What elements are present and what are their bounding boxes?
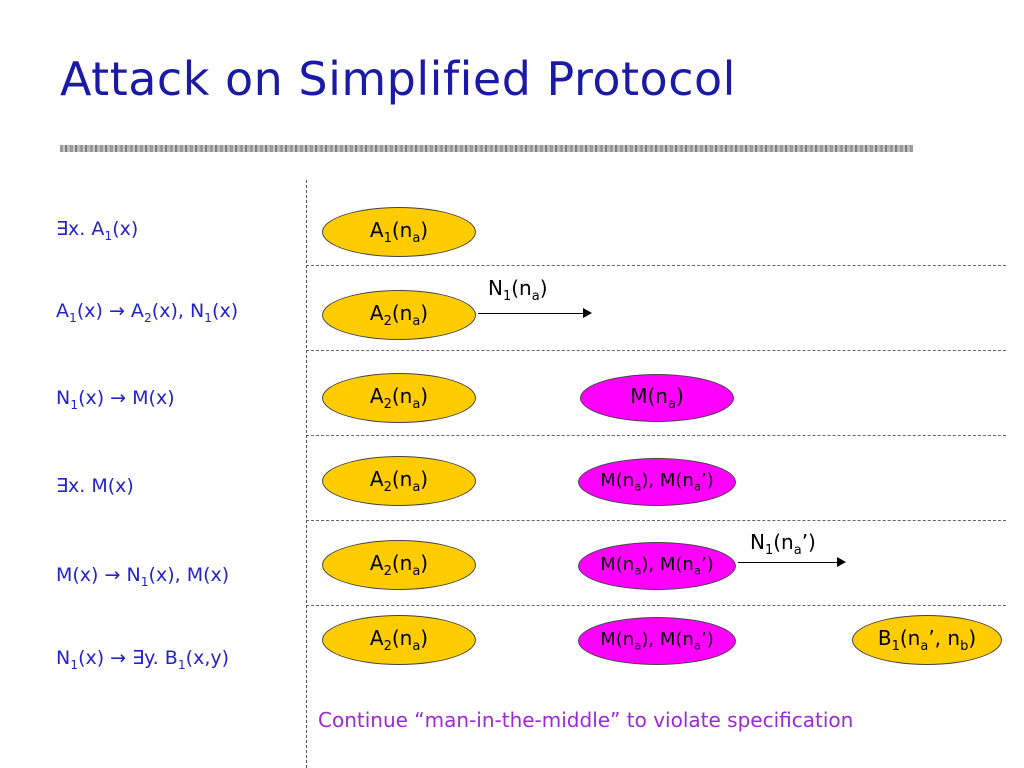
label-text: N1(x) → M(x)	[56, 387, 175, 412]
label-text: M(na), M(na’)	[600, 554, 714, 578]
label-text: A2(na)	[369, 384, 429, 412]
intruder-node: M(na)	[580, 374, 734, 422]
column-divider	[306, 180, 307, 768]
label-text: A2(na)	[369, 301, 429, 329]
row-divider	[306, 605, 1006, 606]
principal-node-a1: A1(na)	[322, 207, 476, 257]
label-text: ∃x. A1(x)	[56, 218, 139, 243]
message-arrow	[738, 557, 846, 567]
slide-title: Attack on Simplified Protocol	[60, 52, 736, 106]
label-text: A1(na)	[369, 218, 429, 246]
label-text: N1(x) → ∃y. B1(x,y)	[56, 647, 230, 672]
intruder-node: M(na), M(na’)	[578, 458, 736, 506]
label-text: M(x) → N1(x), M(x)	[56, 564, 230, 589]
message-arrow	[478, 308, 592, 318]
principal-node-a2: A2(na)	[322, 373, 476, 423]
label-text: M(na)	[630, 384, 684, 412]
row-divider	[306, 520, 1006, 521]
intruder-node: M(na), M(na’)	[578, 542, 736, 590]
rule-label: M(x) → N1(x), M(x)	[56, 564, 229, 589]
label-text: B1(na’, nb)	[877, 626, 977, 654]
caption: Continue “man-in-the-middle” to violate …	[318, 708, 854, 732]
label-text: A2(na)	[369, 551, 429, 579]
principal-node-a2: A2(na)	[322, 615, 476, 665]
rule-label: ∃x. M(x)	[56, 475, 134, 497]
principal-node-a2: A2(na)	[322, 290, 476, 340]
label-text: M(na), M(na’)	[600, 470, 714, 494]
label-text: N1(na’)	[750, 530, 816, 558]
message-label: N1(na’)	[750, 530, 816, 558]
label-text: A1(x) → A2(x), N1(x)	[56, 300, 239, 325]
label-text: ∃x. M(x)	[56, 475, 134, 497]
message-label: N1(na)	[488, 276, 548, 304]
row-divider	[306, 435, 1006, 436]
principal-node-a2: A2(na)	[322, 540, 476, 590]
label-text: M(na), M(na’)	[600, 629, 714, 653]
rule-label: A1(x) → A2(x), N1(x)	[56, 300, 238, 325]
title-underline	[60, 145, 913, 152]
label-text: A2(na)	[369, 467, 429, 495]
row-divider	[306, 265, 1006, 266]
principal-node-b1: B1(na’, nb)	[852, 615, 1002, 665]
rule-label: N1(x) → ∃y. B1(x,y)	[56, 647, 229, 672]
rule-label: ∃x. A1(x)	[56, 218, 138, 243]
rule-label: N1(x) → M(x)	[56, 387, 175, 412]
principal-node-a2: A2(na)	[322, 456, 476, 506]
label-text: A2(na)	[369, 626, 429, 654]
label-text: N1(na)	[488, 276, 548, 304]
intruder-node: M(na), M(na’)	[578, 617, 736, 665]
row-divider	[306, 350, 1006, 351]
